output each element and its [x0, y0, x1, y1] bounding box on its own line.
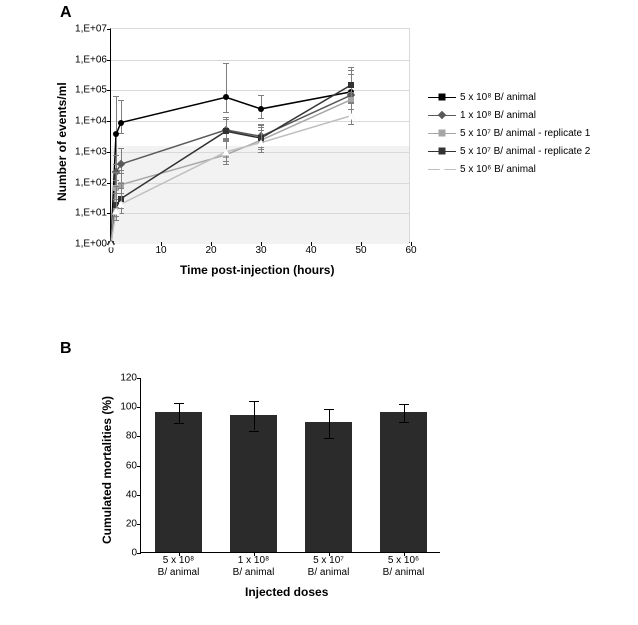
- panel-b-xlabel: Injected doses: [245, 585, 328, 599]
- data-marker: [347, 112, 355, 119]
- ytick-label: 1,E+02: [75, 177, 111, 188]
- legend-label: 5 x 10⁷ B/ animal - replicate 1: [460, 128, 590, 139]
- error-bar: [226, 63, 227, 112]
- data-marker: [222, 148, 230, 155]
- data-marker: [113, 131, 119, 137]
- ytick-label: 1,E+07: [75, 24, 111, 35]
- bar: [155, 412, 202, 552]
- error-bar: [121, 100, 122, 133]
- panel-b-ylabel: Cumulated mortalities (%): [100, 395, 114, 543]
- data-marker: [223, 128, 229, 134]
- panel-a-plot: 1,E+001,E+011,E+021,E+031,E+041,E+051,E+…: [110, 28, 410, 243]
- data-marker: [257, 139, 265, 146]
- panel-b-label: B: [60, 340, 72, 358]
- ytick-label: 1,E+04: [75, 116, 111, 127]
- panel-a-ylabel: Number of events/ml: [55, 82, 69, 201]
- panel-a-xlabel: Time post-injection (hours): [180, 263, 334, 277]
- xtick-label: 1 x 10⁸B/ animal: [219, 552, 289, 579]
- bar: [380, 412, 427, 552]
- ytick-label: 1,E+01: [75, 208, 111, 219]
- legend-label: 5 x 10⁷ B/ animal - replicate 2: [460, 146, 590, 157]
- xtick-label: 5 x 10⁶B/ animal: [369, 552, 439, 579]
- data-marker: [223, 94, 229, 100]
- bar: [230, 415, 277, 552]
- legend-label: 5 x 10⁶ B/ animal: [460, 164, 536, 175]
- data-marker: [112, 207, 120, 214]
- ytick-label: 1,E+03: [75, 146, 111, 157]
- data-marker: [348, 82, 354, 88]
- data-marker: [117, 201, 125, 208]
- xtick-label: 5 x 10⁷B/ animal: [294, 552, 364, 579]
- panel-a-label: A: [60, 4, 72, 22]
- legend-item: 5 x 10⁷ B/ animal - replicate 2: [428, 142, 590, 160]
- panel-a-legend: 5 x 10⁸ B/ animal 1 x 10⁸ B/ animal 5 x 10…: [428, 88, 590, 178]
- legend-label: 5 x 10⁸ B/ animal: [460, 92, 536, 103]
- legend-item: 5 x 10⁷ B/ animal - replicate 1: [428, 124, 590, 142]
- legend-item: 5 x 10⁶ B/ animal: [428, 160, 590, 178]
- data-marker: [107, 241, 115, 248]
- ytick-label: 1,E+06: [75, 54, 111, 65]
- data-marker: [118, 120, 124, 126]
- panel-b-plot: 0204060801001205 x 10⁸B/ animal1 x 10⁸B/…: [140, 378, 440, 553]
- ytick-label: 1,E+05: [75, 85, 111, 96]
- bar: [305, 422, 352, 552]
- xtick-label: 5 x 10⁸B/ animal: [144, 552, 214, 579]
- legend-label: 1 x 10⁸ B/ animal: [460, 110, 536, 121]
- ytick-label: 1,E+00: [75, 239, 111, 250]
- legend-item: 5 x 10⁸ B/ animal: [428, 88, 590, 106]
- data-marker: [258, 106, 264, 112]
- legend-item: 1 x 10⁸ B/ animal: [428, 106, 590, 124]
